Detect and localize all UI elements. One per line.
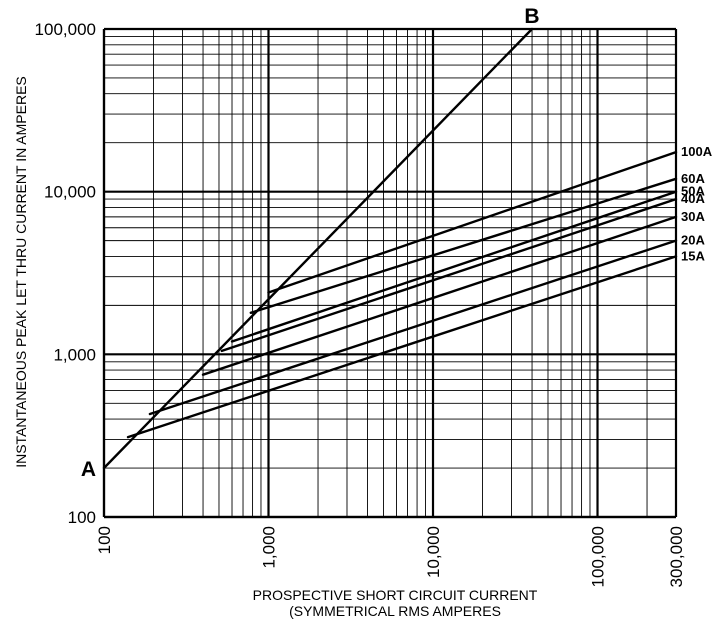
curves (102, 27, 678, 470)
series-label-60a: 60A (681, 171, 705, 186)
x-tick-label: 300,000 (667, 526, 686, 587)
series-line-20a (148, 239, 678, 416)
series-label-20a: 20A (681, 233, 705, 248)
y-axis-title: INSTANTANEOUS PEAK LET THRU CURRENT IN A… (13, 76, 29, 468)
series-label-15a: 15A (681, 248, 705, 263)
series-line-50a (230, 190, 678, 343)
point-label-b: B (524, 5, 539, 28)
series-label-50a: 50A (681, 184, 705, 199)
grid (102, 27, 678, 519)
y-tick-label: 1,000 (53, 345, 96, 364)
x-tick-label: 100 (95, 526, 114, 554)
y-tick-label: 10,000 (44, 183, 96, 202)
series-line-100a (267, 150, 678, 294)
x-axis-title: PROSPECTIVE SHORT CIRCUIT CURRENT (253, 587, 538, 603)
threshold-line-a-b (102, 27, 534, 470)
series-line-40a (220, 197, 678, 353)
x-axis-title-line2: (SYMMETRICAL RMS AMPERES (289, 603, 501, 619)
x-tick-label: 100,000 (589, 526, 608, 587)
series-line-30a (201, 215, 678, 376)
y-tick-label: 100,000 (35, 20, 96, 39)
y-tick-label: 100 (68, 508, 96, 527)
x-tick-label: 10,000 (424, 526, 443, 578)
series-line-15a (126, 255, 678, 439)
series-label-30a: 30A (681, 209, 705, 224)
series-line-60a (249, 177, 678, 314)
series-label-40a: 40A (681, 191, 705, 206)
x-tick-label: 1,000 (260, 526, 279, 569)
series-label-100a: 100A (681, 144, 713, 159)
point-label-a: A (81, 458, 96, 481)
